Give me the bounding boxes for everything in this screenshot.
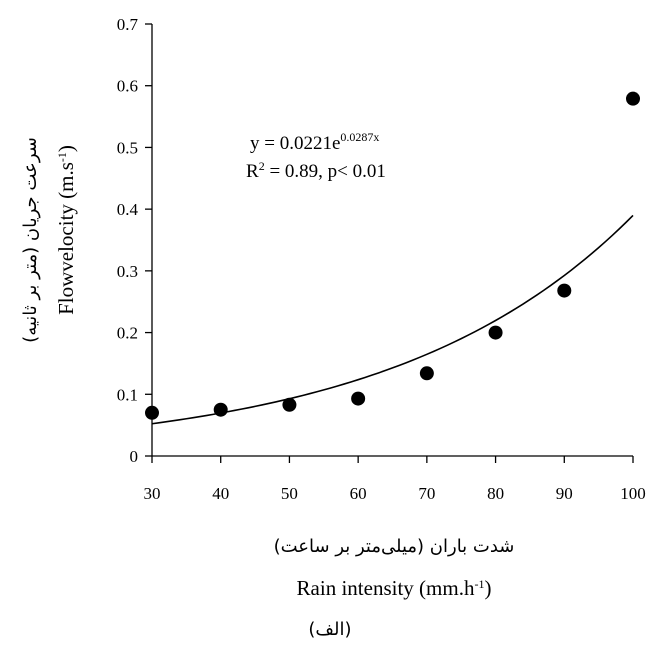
x-tick-label: 90 (556, 484, 573, 503)
y-axis-label-persian: سرعت جریان (متر بر ثانیه) (20, 137, 41, 343)
x-tick-label: 50 (281, 484, 298, 503)
y-tick-label: 0.2 (117, 324, 138, 343)
x-axis-label-persian: شدت باران (میلی‌متر بر ساعت) (274, 536, 515, 557)
y-tick-label: 0.3 (117, 262, 138, 281)
data-point (488, 325, 503, 340)
x-axis-label-english: Rain intensity (mm.h-1) (297, 576, 492, 600)
x-tick-label: 100 (620, 484, 646, 503)
y-tick-label: 0.5 (117, 138, 138, 157)
trendline (151, 214, 634, 425)
data-point (626, 91, 640, 106)
equation-line-2: R2 = 0.89, p< 0.01 (246, 159, 386, 182)
y-tick-label: 0.6 (117, 77, 138, 96)
data-point (282, 397, 297, 412)
y-tick-label: 0.4 (117, 200, 139, 219)
y-ticks: 0 0.1 0.2 0.3 0.4 0.5 0.6 0.7 (117, 15, 152, 466)
data-point (213, 402, 228, 417)
figure-caption: (الف) (308, 619, 351, 640)
data-point (557, 283, 572, 298)
x-tick-label: 80 (487, 484, 504, 503)
x-ticks: 30 40 50 60 70 80 90 100 (144, 456, 646, 503)
equation-line-1: y = 0.0221e0.0287x (250, 130, 379, 154)
y-axis-label-english: Flowvelocity (m.s-1) (54, 145, 78, 315)
data-points (145, 91, 640, 420)
data-point (419, 366, 434, 381)
data-point (351, 391, 366, 406)
y-tick-label: 0.1 (117, 385, 138, 404)
y-tick-label: 0 (130, 447, 139, 466)
y-tick-label: 0.7 (117, 15, 139, 34)
axes (151, 24, 633, 457)
x-tick-label: 60 (350, 484, 367, 503)
x-tick-label: 40 (212, 484, 229, 503)
x-tick-label: 30 (144, 484, 161, 503)
data-point (145, 405, 159, 420)
x-tick-label: 70 (418, 484, 435, 503)
